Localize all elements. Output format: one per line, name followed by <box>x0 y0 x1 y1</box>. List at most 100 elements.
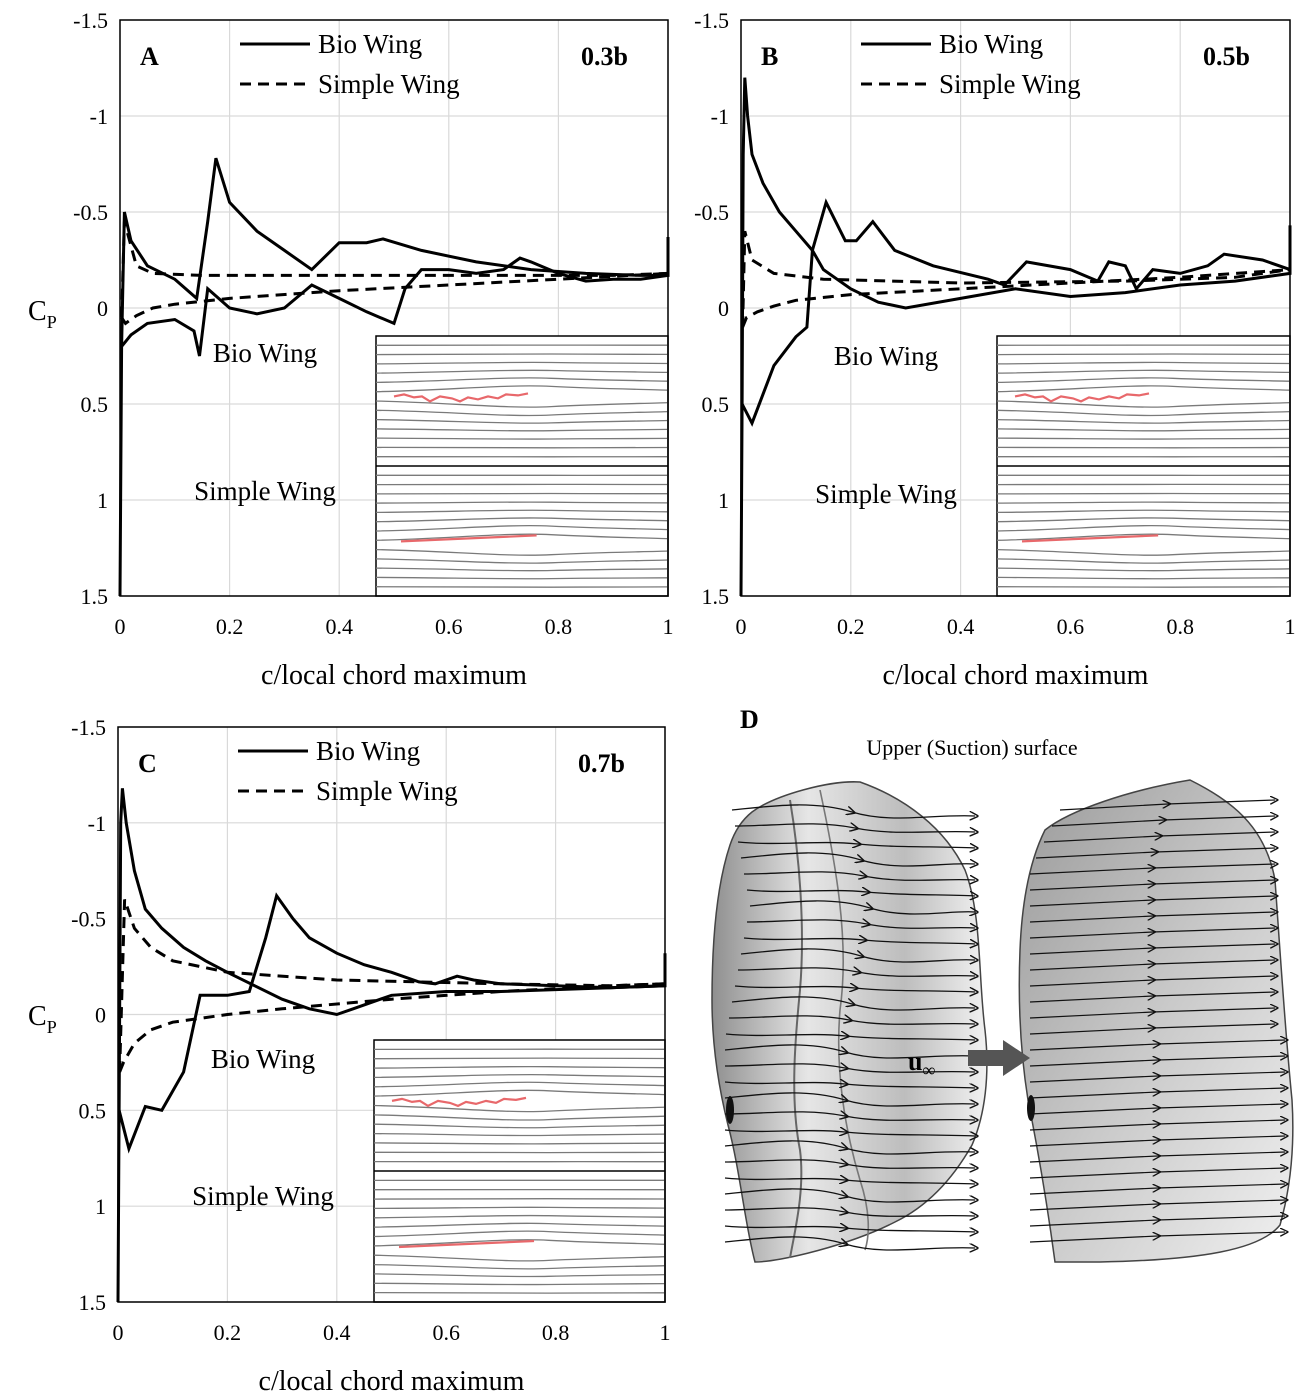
surface-streamline <box>731 804 975 818</box>
x-tick-label: 0 <box>736 614 747 639</box>
y-tick-label: -0.5 <box>73 200 108 225</box>
inset-streamline <box>373 1291 666 1294</box>
bio-wing-surface <box>711 781 988 1263</box>
y-tick-label: -0.5 <box>694 200 729 225</box>
plot-frame <box>119 19 669 597</box>
x-tick-label: 0.8 <box>1166 614 1194 639</box>
legend-simple-wing-label: Simple Wing <box>939 69 1081 99</box>
surface-streamline <box>724 1082 975 1088</box>
x-tick-label: 0.6 <box>432 1320 460 1345</box>
surface-streamline <box>1029 992 1275 1003</box>
inset-streamline <box>996 576 1291 580</box>
surface-streamline <box>724 1044 975 1058</box>
simple-wing-lower-line <box>741 268 1291 328</box>
y-tick-label: 0 <box>95 1003 106 1028</box>
x-tick-label: 0 <box>115 614 126 639</box>
inset-streamline <box>996 524 1291 532</box>
y-tick-label: -1 <box>88 811 106 836</box>
surface-streamline <box>1029 1232 1285 1243</box>
separation-line <box>1014 392 1150 403</box>
x-tick-label: 0.6 <box>435 614 463 639</box>
x-tick-label: 0.2 <box>214 1320 242 1345</box>
inset-label: Simple Wing <box>815 479 957 509</box>
y-tick-label: 1 <box>718 488 729 513</box>
surface-streamline <box>746 920 975 928</box>
inset-streamline <box>375 524 669 532</box>
inset-streamline <box>373 1114 666 1121</box>
x-tick-label: 0.4 <box>325 614 353 639</box>
inset-streamline <box>375 437 669 440</box>
inset-streamline <box>373 1230 666 1238</box>
inset-streamline <box>373 1282 666 1286</box>
inset-streamline <box>996 369 1291 374</box>
inset-streamline <box>373 1206 666 1210</box>
inset-streamline <box>996 567 1291 572</box>
freestream-label: u∞ <box>908 1047 935 1080</box>
surface-streamline <box>724 1092 975 1106</box>
surface-streamline <box>1051 816 1275 827</box>
x-axis-label: c/local chord maximum <box>883 660 1149 691</box>
span-position-label: 0.5b <box>1203 42 1250 71</box>
surface-streamline <box>724 1064 975 1072</box>
inset-streamline <box>996 400 1291 408</box>
surface-streamline <box>1029 1168 1285 1179</box>
surface-streamline <box>749 900 975 914</box>
inset-streamline <box>375 361 669 365</box>
x-tick-label: 1 <box>663 614 674 639</box>
x-tick-label: 0.2 <box>837 614 865 639</box>
surface-streamline <box>724 1112 975 1120</box>
bio-wing-lower-line <box>740 198 1291 427</box>
y-tick-label: -1.5 <box>73 8 108 33</box>
panel-a: 0 0.2 0.4 0.6 0.8 1 -1.5 -1 -0.5 0 0.5 1 1.5 c/local … <box>28 8 674 691</box>
y-axis-label: CP <box>28 296 57 332</box>
inset-label: Bio Wing <box>213 338 317 368</box>
surface-streamline <box>1029 1056 1285 1067</box>
inset-streamline <box>375 353 669 356</box>
surface-streamline <box>1029 976 1275 987</box>
inset-streamline <box>373 1263 666 1270</box>
inset-streamline <box>996 385 1291 393</box>
surface-streamline <box>1029 896 1275 907</box>
surface-streamline <box>1029 928 1275 939</box>
x-tick-label: 1 <box>1285 614 1296 639</box>
y-tick-label: -1.5 <box>694 8 729 33</box>
surface-streamline <box>728 1016 975 1024</box>
y-tick-label: -1.5 <box>71 715 106 740</box>
span-position-label: 0.3b <box>581 42 628 71</box>
panel-b: 0 0.2 0.4 0.6 0.8 1 -1.5 -1 -0.5 0 0.5 1 1.5 c/local … <box>694 8 1295 691</box>
surface-streamline <box>724 1130 975 1136</box>
y-tick-label: -1 <box>711 104 729 129</box>
inset-streamline <box>373 1065 666 1069</box>
surface-streamline <box>1029 1104 1285 1115</box>
inset-streamline <box>996 418 1291 424</box>
surface-streamline <box>1029 864 1275 875</box>
y-tick-label: 1.5 <box>81 584 109 609</box>
legend-bio-wing-label: Bio Wing <box>939 29 1043 59</box>
inset-streamline <box>375 409 669 417</box>
separation-line <box>398 1239 535 1249</box>
panel-letter: C <box>138 749 157 778</box>
surface-streamline <box>1029 1024 1275 1035</box>
surface-streamline <box>1029 1072 1285 1083</box>
x-tick-label: 0 <box>113 1320 124 1345</box>
surface-streamline <box>1035 848 1275 859</box>
inset-streamline <box>375 377 669 384</box>
surface-streamline <box>734 824 975 832</box>
legend-simple-wing-label: Simple Wing <box>318 69 460 99</box>
surface-streamline <box>1029 1216 1285 1227</box>
panel-letter: B <box>761 42 778 71</box>
surface-streamline <box>724 1160 975 1168</box>
separation-line <box>391 1096 527 1108</box>
surface-streamline <box>746 890 975 896</box>
inset-streamline <box>373 1132 666 1137</box>
legend-bio-wing-label: Bio Wing <box>316 736 420 766</box>
inset-streamline <box>373 1273 666 1278</box>
inset-streamline <box>375 509 669 514</box>
y-tick-label: -1 <box>90 104 108 129</box>
surface-streamline <box>724 1188 975 1202</box>
legend-bio-wing-label: Bio Wing <box>318 29 422 59</box>
surface-streamline <box>1029 1184 1285 1195</box>
x-tick-label: 0.2 <box>216 614 244 639</box>
surface-streamline <box>740 948 975 962</box>
